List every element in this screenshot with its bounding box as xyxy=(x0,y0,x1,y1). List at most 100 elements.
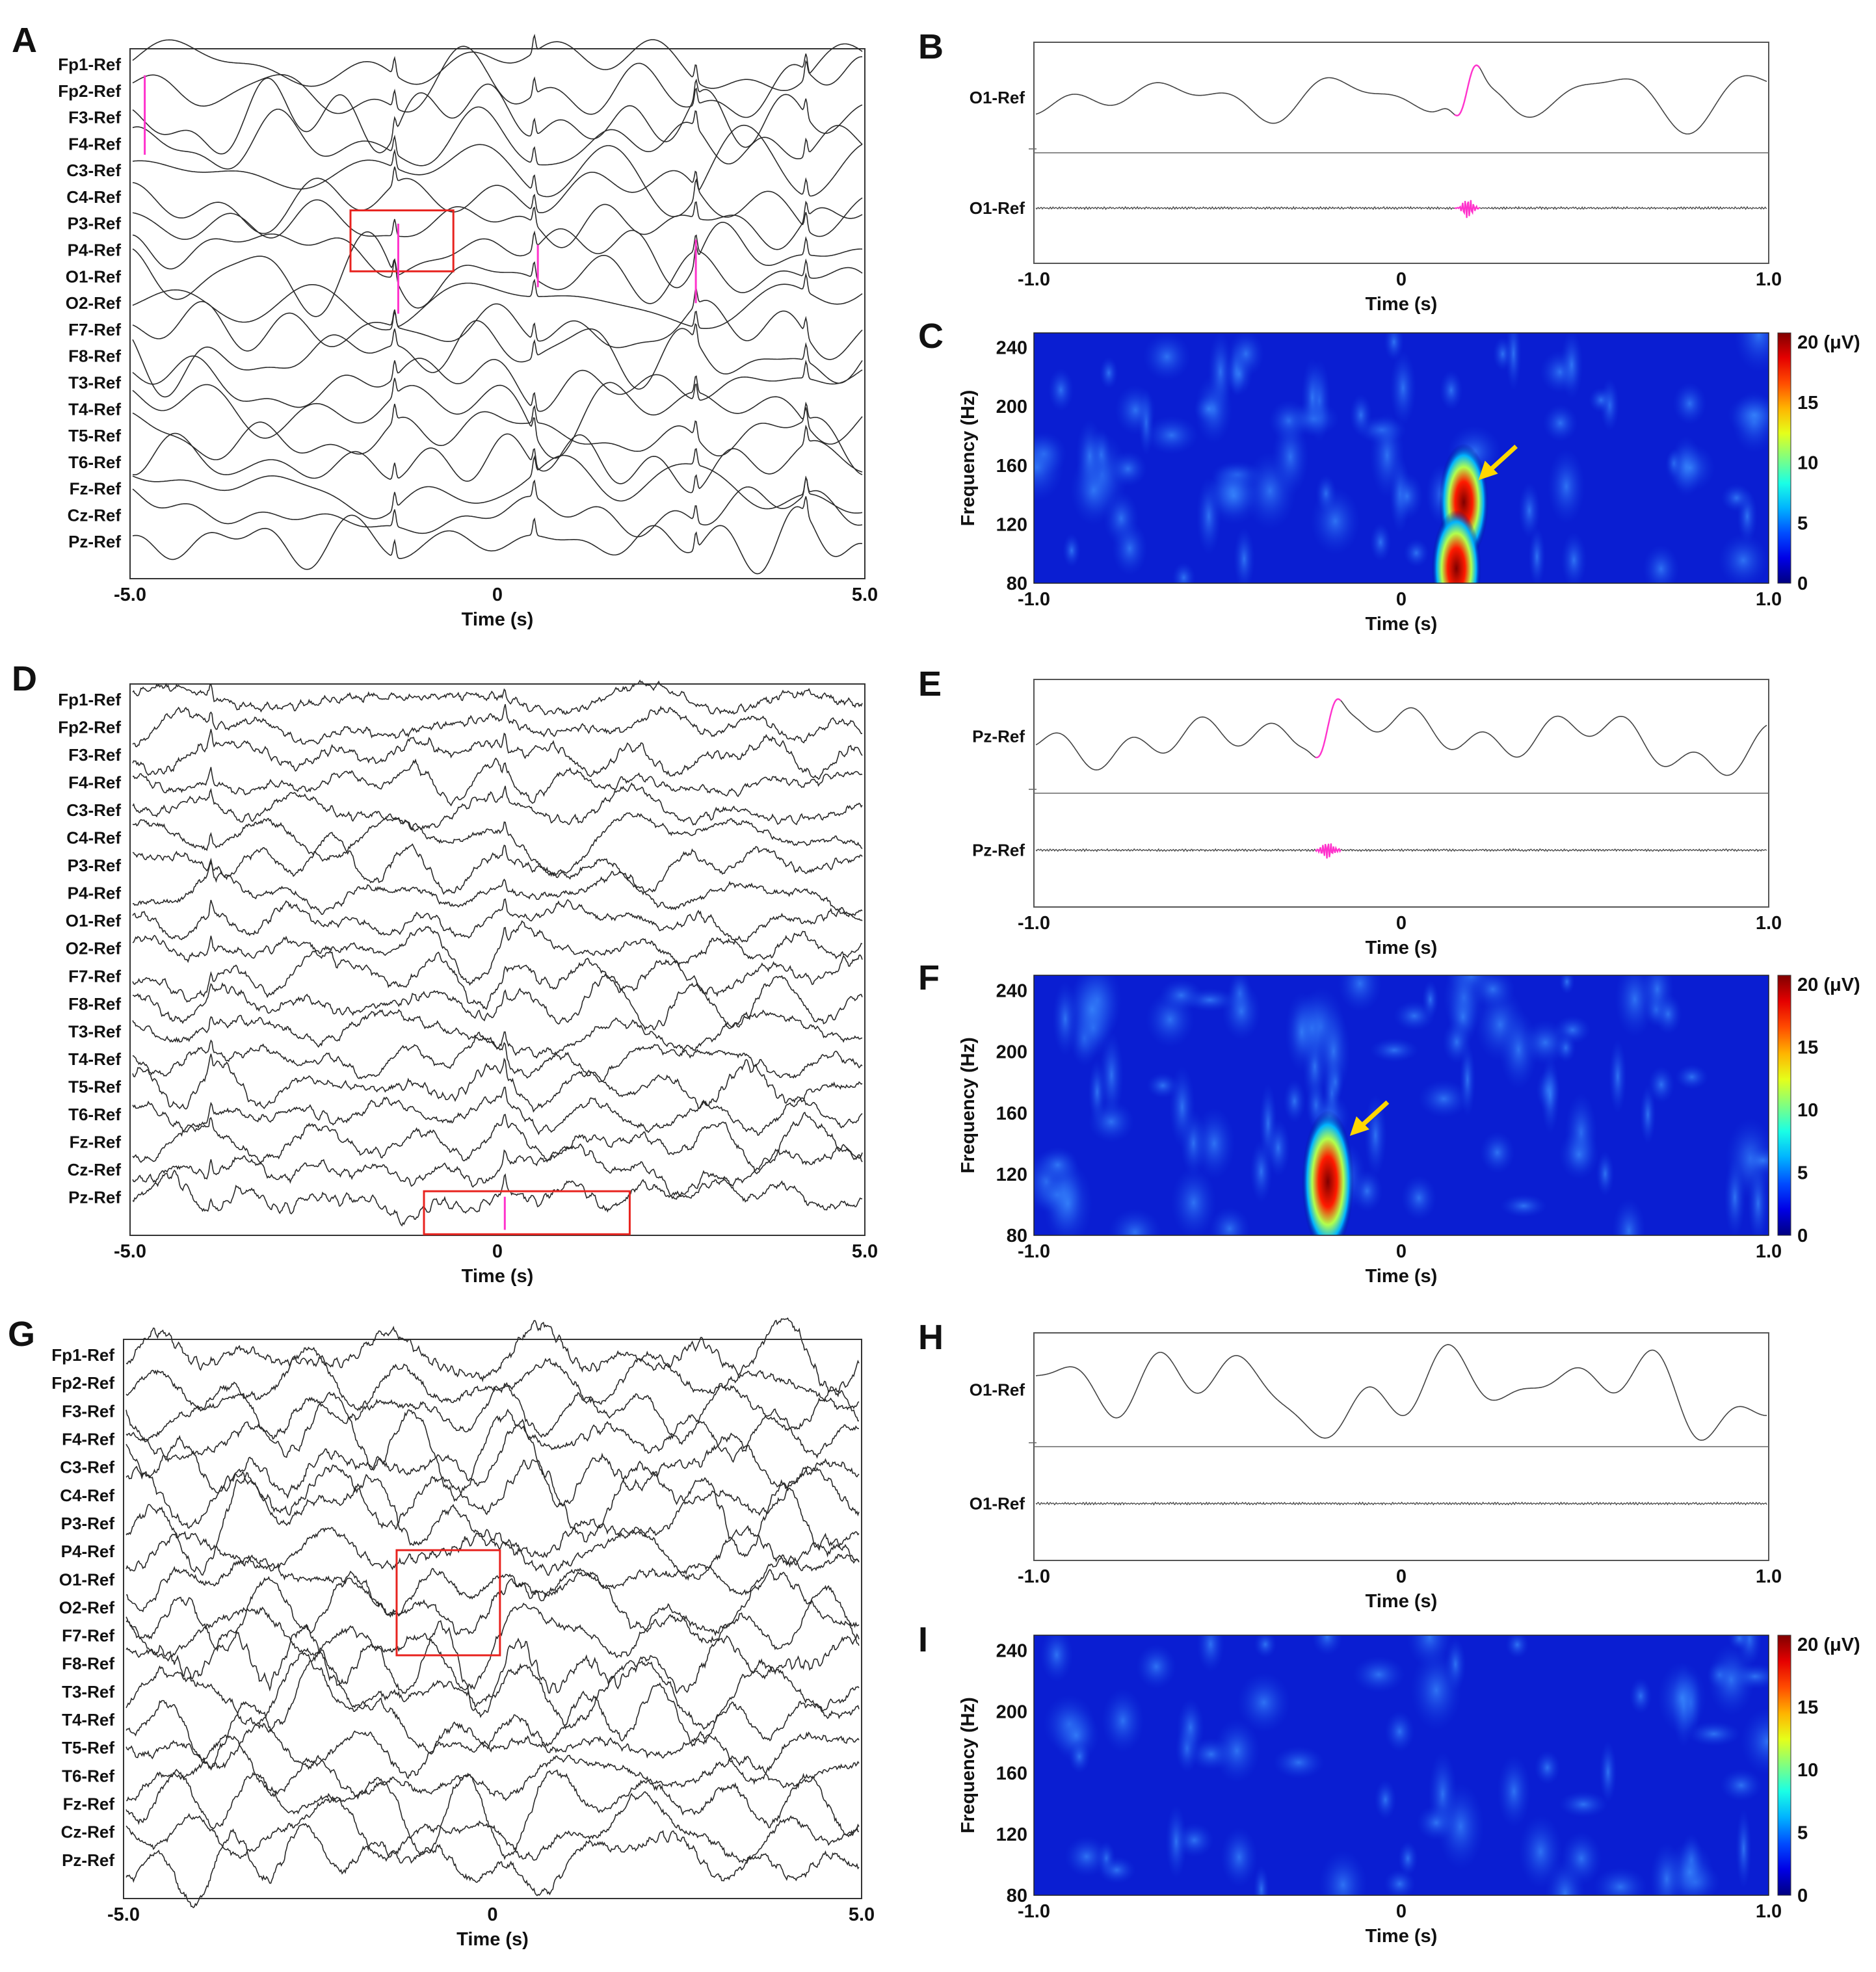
eeg-trace xyxy=(132,496,863,575)
tf-texture-blob xyxy=(1687,1721,1741,1747)
x-tick-label: -1.0 xyxy=(1018,1566,1050,1587)
channel-label: Pz-Ref xyxy=(62,1850,114,1870)
highlight-box xyxy=(423,1190,631,1235)
x-axis-label: Time (s) xyxy=(1366,1266,1438,1287)
raw-trace xyxy=(1035,1344,1767,1441)
channel-label: Fp2-Ref xyxy=(58,718,121,737)
channel-label: Fp1-Ref xyxy=(51,1345,114,1365)
tf-texture-blob xyxy=(1374,1779,1397,1820)
panel-a: A Fp1-Ref Fp2-Ref F3-Ref F4-Ref C3-Ref C4-Ref P… xyxy=(12,21,878,630)
x-axis-label: Time (s) xyxy=(462,609,534,630)
panel-letter-a: A xyxy=(12,21,37,60)
tf-texture-blob xyxy=(1421,980,1439,1019)
channel-label: T3-Ref xyxy=(62,1682,114,1702)
tf-texture-blob xyxy=(1063,533,1081,568)
tf-texture-blob xyxy=(1221,982,1262,1041)
channel-label: P4-Ref xyxy=(68,884,122,903)
eeg-trace xyxy=(132,106,863,170)
channel-label: O2-Ref xyxy=(59,1597,115,1617)
tf-texture-blob xyxy=(1384,1711,1415,1753)
channel-label: F8-Ref xyxy=(68,994,121,1014)
channel-label: T6-Ref xyxy=(62,1766,114,1785)
tf-texture-blob xyxy=(1209,1207,1250,1235)
x-tick-label: 1.0 xyxy=(1756,1901,1782,1922)
eeg-trace xyxy=(126,1317,860,1398)
eeg-trace xyxy=(126,1471,860,1576)
filtered-trace xyxy=(1035,200,1767,218)
tf-texture-blob xyxy=(1076,419,1104,493)
eeg-trace xyxy=(132,1008,863,1059)
tf-texture-blob xyxy=(1639,1085,1656,1145)
y-tick-label: 160 xyxy=(996,1103,1027,1124)
eeg-trace xyxy=(132,1169,862,1227)
tf-texture-blob xyxy=(1301,358,1324,438)
eeg-trace xyxy=(132,272,863,331)
tf-texture-blob xyxy=(1101,1688,1144,1754)
colorbar-tick-label: 15 xyxy=(1797,1038,1818,1058)
tf-texture-blob xyxy=(1115,384,1157,436)
raw-trace xyxy=(1035,64,1767,135)
tf-texture-blob xyxy=(1265,1118,1291,1177)
y-tick-label: 80 xyxy=(1007,1226,1027,1246)
eeg-trace xyxy=(132,782,863,830)
eeg-trace xyxy=(132,355,863,412)
tf-peak xyxy=(1302,1110,1354,1235)
panel-i: I 240 200 160 120 80 Frequency (Hz) -1.0 0 1.0 Tim… xyxy=(918,1620,1860,1947)
tf-texture-blob xyxy=(1643,544,1680,583)
tf-texture-blob xyxy=(1206,466,1261,525)
tf-texture-blob xyxy=(1233,527,1255,583)
x-axis-label: Time (s) xyxy=(462,1266,534,1287)
channel-label: F3-Ref xyxy=(68,108,121,127)
colorbar-tick-label: 20 (μV) xyxy=(1797,332,1860,353)
tf-texture-blob xyxy=(1505,1635,1529,1659)
tf-texture-blob xyxy=(1675,1064,1709,1090)
channel-label: O2-Ref xyxy=(66,939,122,958)
channel-label: Fp2-Ref xyxy=(58,81,121,101)
tf-texture-blob xyxy=(1143,333,1191,382)
eeg-trace xyxy=(126,1459,860,1543)
channel-label: P4-Ref xyxy=(61,1542,115,1561)
colorbar-tick-label: 0 xyxy=(1797,573,1808,594)
plot-frame xyxy=(1033,1635,1769,1896)
tf-texture-blob xyxy=(1369,522,1392,562)
raw-trace xyxy=(1035,698,1767,776)
y-axis-label: Frequency (Hz) xyxy=(958,390,979,526)
filtered-trace-label: O1-Ref xyxy=(970,1494,1025,1514)
colorbar-tick-label: 5 xyxy=(1797,1823,1808,1844)
tf-texture-blob xyxy=(1650,1842,1684,1895)
y-tick-label: 200 xyxy=(996,1042,1027,1063)
panel-letter-b: B xyxy=(918,27,944,66)
x-tick-label: -1.0 xyxy=(1018,589,1050,610)
plot-frame xyxy=(1033,332,1769,584)
eeg-trace xyxy=(126,1553,860,1617)
x-tick-label: 1.0 xyxy=(1756,269,1782,290)
x-axis-label: Time (s) xyxy=(1366,1591,1438,1612)
channel-label: O2-Ref xyxy=(66,293,122,313)
y-tick-label: 120 xyxy=(996,514,1027,535)
channel-label: T5-Ref xyxy=(62,1738,114,1757)
channel-label: Fz-Ref xyxy=(63,1795,115,1814)
x-tick-label: 5.0 xyxy=(852,1241,878,1262)
tf-texture-blob xyxy=(1561,532,1587,583)
panel-letter-e: E xyxy=(918,664,942,703)
filtered-trace xyxy=(1035,843,1767,859)
tf-texture-blob xyxy=(1352,1655,1405,1693)
channel-label: T4-Ref xyxy=(68,399,121,419)
tf-texture-blob xyxy=(1648,1066,1675,1104)
tf-texture-blob xyxy=(1500,1194,1548,1218)
eeg-trace xyxy=(132,475,863,538)
tf-texture-blob xyxy=(1165,1804,1187,1879)
eeg-trace xyxy=(132,920,863,986)
tf-texture-blob xyxy=(1479,1131,1515,1174)
colorbar-tick-label: 5 xyxy=(1797,1163,1808,1184)
tf-texture-blob xyxy=(1542,404,1578,442)
y-axis-label: Frequency (Hz) xyxy=(958,1697,979,1833)
filtered-trace-label: O1-Ref xyxy=(970,198,1025,218)
channel-label: O1-Ref xyxy=(66,267,122,286)
colorbar-tick-label: 10 xyxy=(1797,1760,1818,1781)
x-tick-label: -1.0 xyxy=(1018,1901,1050,1922)
channel-label: T4-Ref xyxy=(68,1049,121,1069)
channel-label: P3-Ref xyxy=(61,1514,115,1533)
channel-label: F7-Ref xyxy=(68,320,121,339)
eeg-trace xyxy=(132,898,863,943)
